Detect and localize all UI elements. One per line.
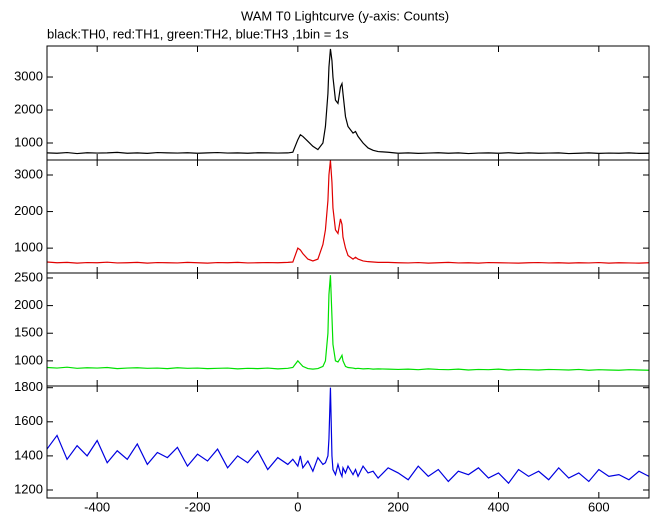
series-line bbox=[46, 275, 650, 371]
y-tick-label: 1800 bbox=[14, 379, 43, 394]
series-line bbox=[46, 160, 650, 264]
x-tick-label: 600 bbox=[588, 499, 610, 514]
series-line bbox=[46, 48, 650, 155]
chart-subtitle: black:TH0, red:TH1, green:TH2, blue:TH3 … bbox=[47, 26, 349, 41]
y-tick-label: 2000 bbox=[14, 297, 43, 312]
series-line bbox=[46, 387, 650, 485]
panel-frame bbox=[46, 272, 650, 387]
panel-frame bbox=[46, 45, 650, 161]
y-tick-label: 2000 bbox=[14, 203, 43, 218]
x-tick-label: -200 bbox=[184, 499, 210, 514]
y-tick-label: 1000 bbox=[14, 240, 43, 255]
y-tick-label: 2000 bbox=[14, 101, 43, 116]
y-tick-label: 1400 bbox=[14, 447, 43, 462]
chart-title: WAM T0 Lightcurve (y-axis: Counts) bbox=[241, 8, 449, 23]
y-tick-label: 1000 bbox=[14, 352, 43, 367]
y-tick-label: 1200 bbox=[14, 481, 43, 496]
panel-frame bbox=[46, 385, 650, 499]
y-tick-label: 1600 bbox=[14, 413, 43, 428]
y-tick-label: 3000 bbox=[14, 68, 43, 83]
x-tick-label: 0 bbox=[294, 499, 301, 514]
y-tick-label: 2500 bbox=[14, 269, 43, 284]
x-tick-label: 200 bbox=[387, 499, 409, 514]
y-tick-label: 1500 bbox=[14, 325, 43, 340]
x-tick-label: -400 bbox=[84, 499, 110, 514]
y-tick-label: 3000 bbox=[14, 166, 43, 181]
x-tick-label: 400 bbox=[488, 499, 510, 514]
y-tick-label: 1000 bbox=[14, 134, 43, 149]
